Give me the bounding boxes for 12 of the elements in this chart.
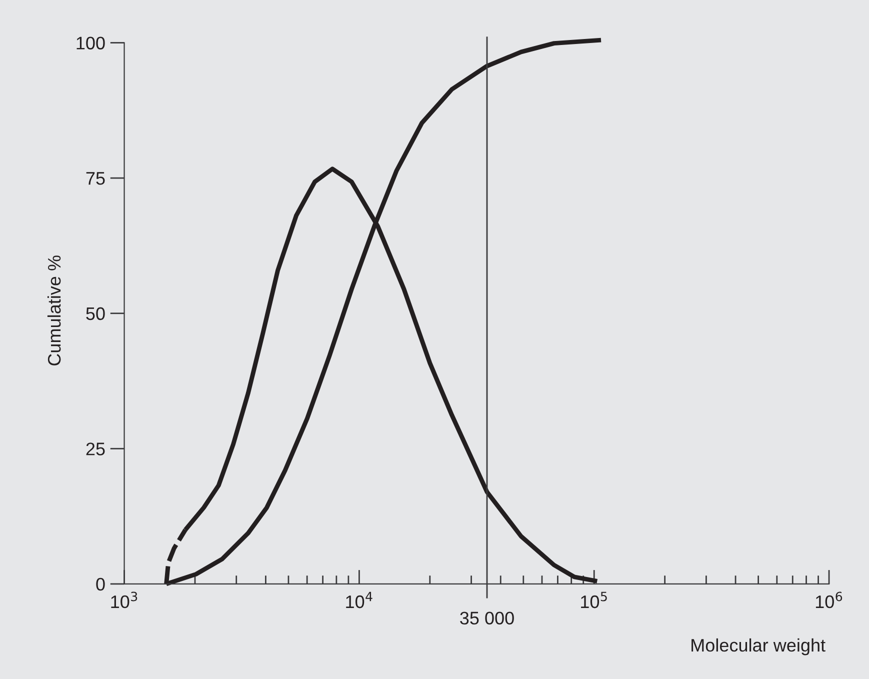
y-tick-label: 50 xyxy=(86,307,105,320)
x-axis-title: Molecular weight xyxy=(692,638,826,656)
y-axis-title: Cumulative % xyxy=(47,256,61,366)
y-tick-label: 75 xyxy=(86,172,105,185)
x-tick-label: 10$^{6}$ xyxy=(816,592,842,608)
ref-line-label: 35 000 xyxy=(460,612,514,625)
y-tick-label: 25 xyxy=(86,442,105,456)
x-tick-label: 10$^{4}$ xyxy=(346,592,372,608)
y-tick-label: 0 xyxy=(96,578,105,591)
x-tick-label: 10$^{3}$ xyxy=(111,592,138,608)
x-tick-label: 10$^{5}$ xyxy=(581,592,607,608)
y-tick-label: 100 xyxy=(76,36,105,50)
